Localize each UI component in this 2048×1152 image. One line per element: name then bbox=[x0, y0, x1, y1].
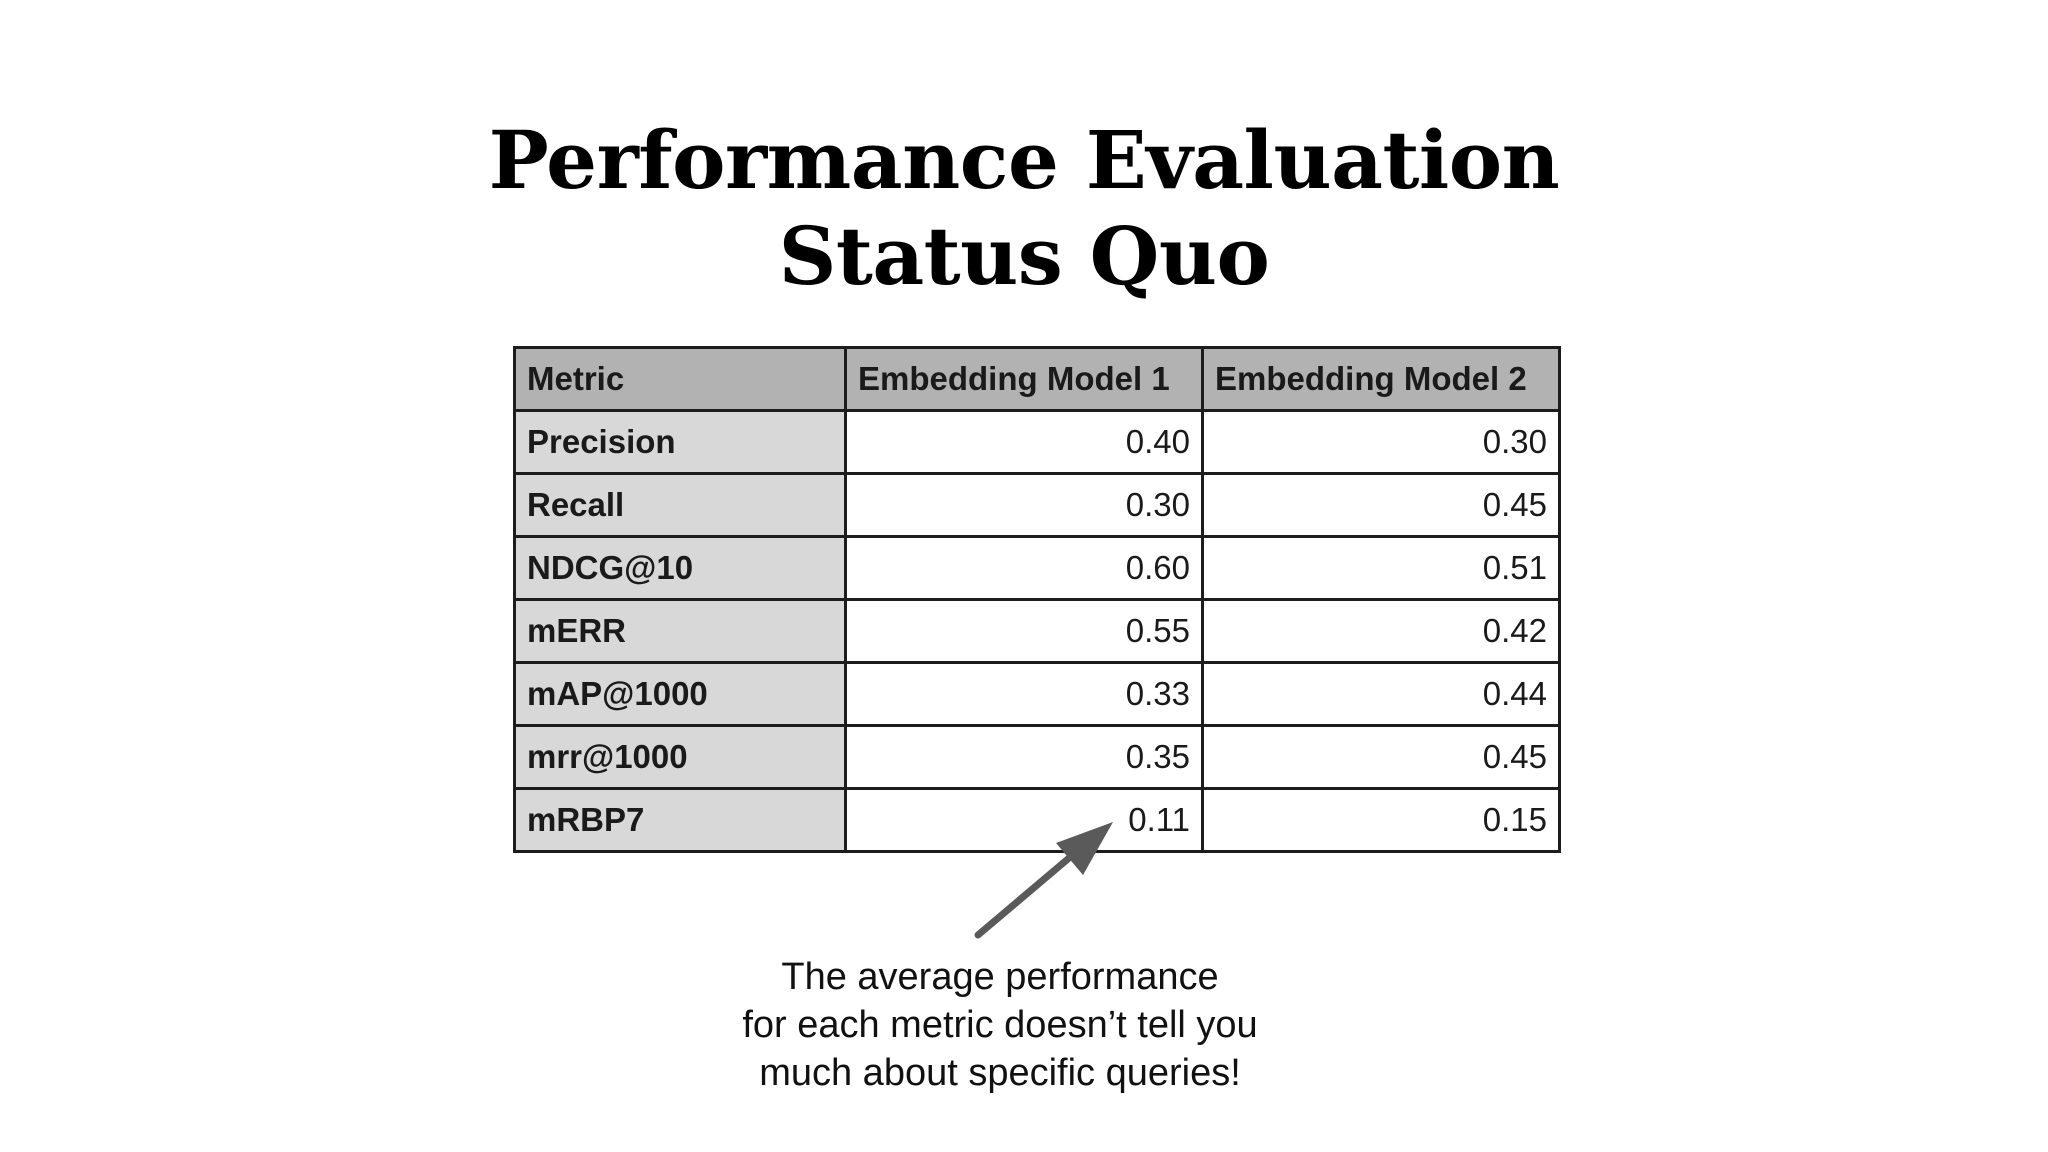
table-row: mRBP7 0.11 0.15 bbox=[513, 787, 1561, 853]
model-1-value-cell: 0.11 bbox=[844, 787, 1204, 853]
model-2-value-cell: 0.15 bbox=[1201, 787, 1561, 853]
table-row: Recall 0.30 0.45 bbox=[513, 472, 1561, 538]
metric-name-cell: mAP@1000 bbox=[513, 661, 847, 727]
header-model-1: Embedding Model 1 bbox=[844, 346, 1204, 412]
metric-name-cell: mRBP7 bbox=[513, 787, 847, 853]
model-2-value-cell: 0.42 bbox=[1201, 598, 1561, 664]
model-2-value-cell: 0.45 bbox=[1201, 724, 1561, 790]
header-metric: Metric bbox=[513, 346, 847, 412]
model-1-value-cell: 0.40 bbox=[844, 409, 1204, 475]
table-row: mrr@1000 0.35 0.45 bbox=[513, 724, 1561, 790]
model-1-value-cell: 0.60 bbox=[844, 535, 1204, 601]
model-1-value-cell: 0.30 bbox=[844, 472, 1204, 538]
model-1-value-cell: 0.55 bbox=[844, 598, 1204, 664]
metric-name-cell: mrr@1000 bbox=[513, 724, 847, 790]
metric-name-cell: NDCG@10 bbox=[513, 535, 847, 601]
metrics-table: Metric Embedding Model 1 Embedding Model… bbox=[513, 346, 1561, 853]
model-2-value-cell: 0.45 bbox=[1201, 472, 1561, 538]
annotation-line-3: much about specific queries! bbox=[759, 1052, 1241, 1094]
table-header-row: Metric Embedding Model 1 Embedding Model… bbox=[513, 346, 1561, 412]
model-2-value-cell: 0.44 bbox=[1201, 661, 1561, 727]
model-2-value-cell: 0.51 bbox=[1201, 535, 1561, 601]
header-model-2: Embedding Model 2 bbox=[1201, 346, 1561, 412]
table-row: mAP@1000 0.33 0.44 bbox=[513, 661, 1561, 727]
arrow-shaft bbox=[974, 849, 1079, 939]
table-row: NDCG@10 0.60 0.51 bbox=[513, 535, 1561, 601]
metric-name-cell: Recall bbox=[513, 472, 847, 538]
arrow-head bbox=[1056, 822, 1113, 875]
annotation-line-2: for each metric doesn’t tell you bbox=[742, 1004, 1258, 1046]
annotation-line-1: The average performance bbox=[781, 956, 1219, 998]
title-line-2: Status Quo bbox=[778, 209, 1270, 303]
title-line-1: Performance Evaluation bbox=[488, 113, 1560, 207]
model-2-value-cell: 0.30 bbox=[1201, 409, 1561, 475]
table-row: mERR 0.55 0.42 bbox=[513, 598, 1561, 664]
table-row: Precision 0.40 0.30 bbox=[513, 409, 1561, 475]
model-1-value-cell: 0.35 bbox=[844, 724, 1204, 790]
annotation-text: The average performance for each metric … bbox=[650, 953, 1350, 1097]
model-1-value-cell: 0.33 bbox=[844, 661, 1204, 727]
slide-title: Performance Evaluation Status Quo bbox=[0, 112, 2048, 304]
metric-name-cell: Precision bbox=[513, 409, 847, 475]
metric-name-cell: mERR bbox=[513, 598, 847, 664]
